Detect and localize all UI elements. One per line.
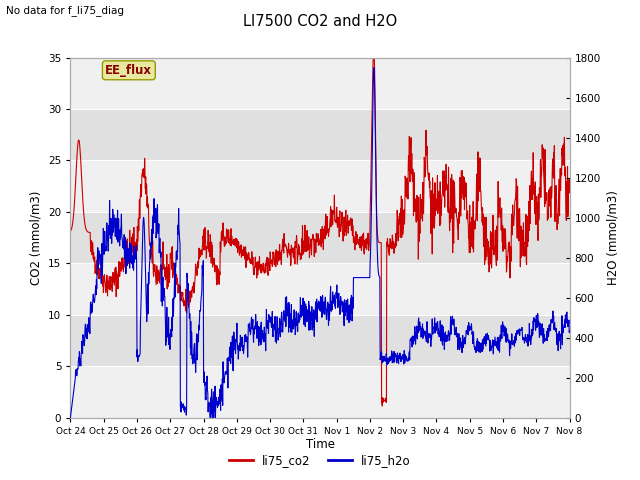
Legend: li75_co2, li75_h2o: li75_co2, li75_h2o: [224, 449, 416, 472]
Text: LI7500 CO2 and H2O: LI7500 CO2 and H2O: [243, 14, 397, 29]
Y-axis label: H2O (mmol/m3): H2O (mmol/m3): [606, 190, 620, 285]
Text: EE_flux: EE_flux: [106, 64, 152, 77]
Bar: [70, 109, 570, 160]
Text: No data for f_li75_diag: No data for f_li75_diag: [6, 5, 124, 16]
X-axis label: Time: Time: [305, 438, 335, 451]
Bar: [70, 212, 570, 264]
Y-axis label: CO2 (mmol/m3): CO2 (mmol/m3): [29, 191, 43, 285]
Bar: [70, 315, 570, 366]
